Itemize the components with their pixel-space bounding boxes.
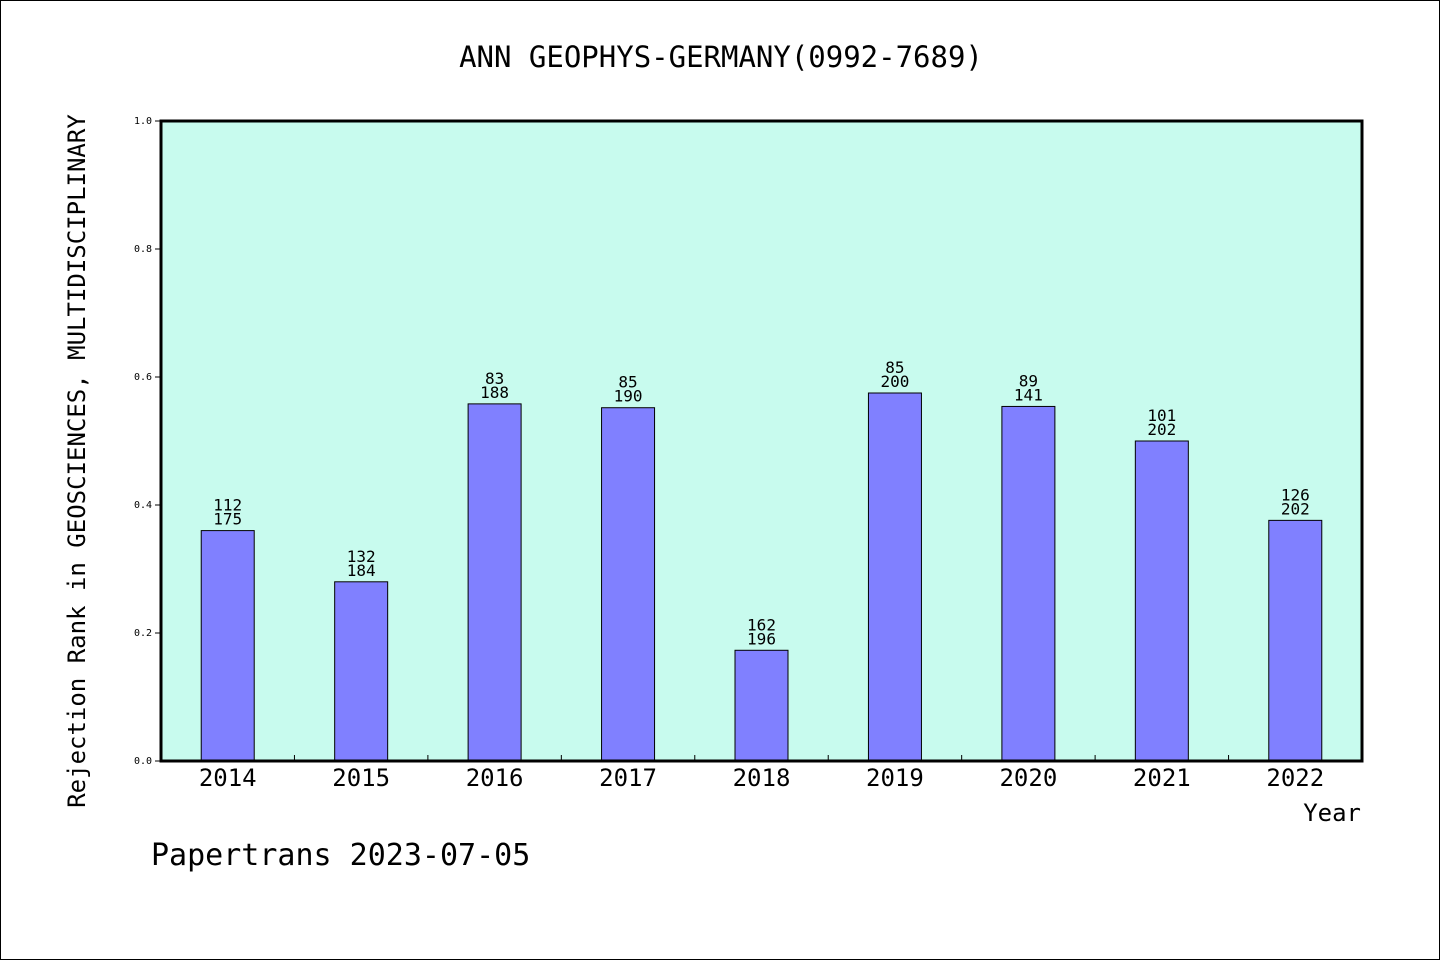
- y-axis-label: Rejection Rank in GEOSCIENCES, MULTIDISC…: [63, 114, 91, 808]
- bar: [1134, 440, 1189, 762]
- x-ticks-group: 2014 2015 2016 2017 2018 2019 2020 2021 2022: [199, 755, 1324, 792]
- bars-group: [200, 392, 1323, 762]
- bar-rank-label: 85: [618, 373, 637, 392]
- bar-total-label: 202: [1147, 420, 1176, 439]
- footer-watermark: Papertrans 2023-07-05: [151, 838, 530, 873]
- x-tick-label: 2017: [599, 764, 657, 792]
- y-tick-label: 1.0: [134, 116, 152, 127]
- x-tick-label: 2015: [332, 764, 390, 792]
- x-tick-label: 2016: [466, 764, 524, 792]
- x-tick-label: 2021: [1133, 764, 1191, 792]
- y-tick-label: 0.0: [134, 756, 152, 767]
- x-tick-label: 2018: [733, 764, 791, 792]
- x-tick-label: 2022: [1266, 764, 1324, 792]
- bar: [601, 407, 656, 762]
- x-tick-label: 2020: [999, 764, 1057, 792]
- bar: [867, 392, 922, 762]
- bar-total-label: 202: [1281, 499, 1310, 518]
- bar: [1001, 405, 1056, 762]
- bar-total-label: 184: [347, 561, 376, 580]
- x-tick-label: 2019: [866, 764, 924, 792]
- bar-total-label: 188: [480, 383, 509, 402]
- bar: [467, 403, 522, 762]
- bar: [334, 581, 389, 762]
- plot-border: [159, 119, 1364, 763]
- bar-total-label: 141: [1014, 385, 1043, 404]
- bar-rank-label: 83: [485, 369, 504, 388]
- y-tick-label: 0.4: [134, 500, 152, 511]
- bar-total-label: 190: [614, 387, 643, 406]
- y-tick-label: 0.8: [134, 244, 152, 255]
- bar-total-label: 175: [213, 510, 242, 529]
- y-ticks-group: 0.0 0.2 0.4 0.6 0.8 1.0: [134, 116, 161, 767]
- bar-total-label: 200: [880, 372, 909, 391]
- bar-rank-label: 162: [747, 615, 776, 634]
- x-tick-label: 2014: [199, 764, 257, 792]
- bar-rank-label: 89: [1019, 371, 1038, 390]
- bar: [734, 649, 789, 762]
- x-axis-label: Year: [1303, 799, 1361, 827]
- bar-rank-label: 112: [213, 496, 242, 515]
- bar: [200, 530, 255, 762]
- bar-rank-label: 132: [347, 547, 376, 566]
- bar-rank-label: 85: [885, 358, 904, 377]
- bar-rank-label: 126: [1281, 485, 1310, 504]
- chart-title: ANN GEOPHYS-GERMANY(0992-7689): [459, 40, 983, 74]
- bar-total-label: 196: [747, 629, 776, 648]
- bar: [1268, 519, 1323, 762]
- y-tick-label: 0.6: [134, 372, 152, 383]
- bar-rank-label: 101: [1147, 406, 1176, 425]
- y-tick-label: 0.2: [134, 628, 152, 639]
